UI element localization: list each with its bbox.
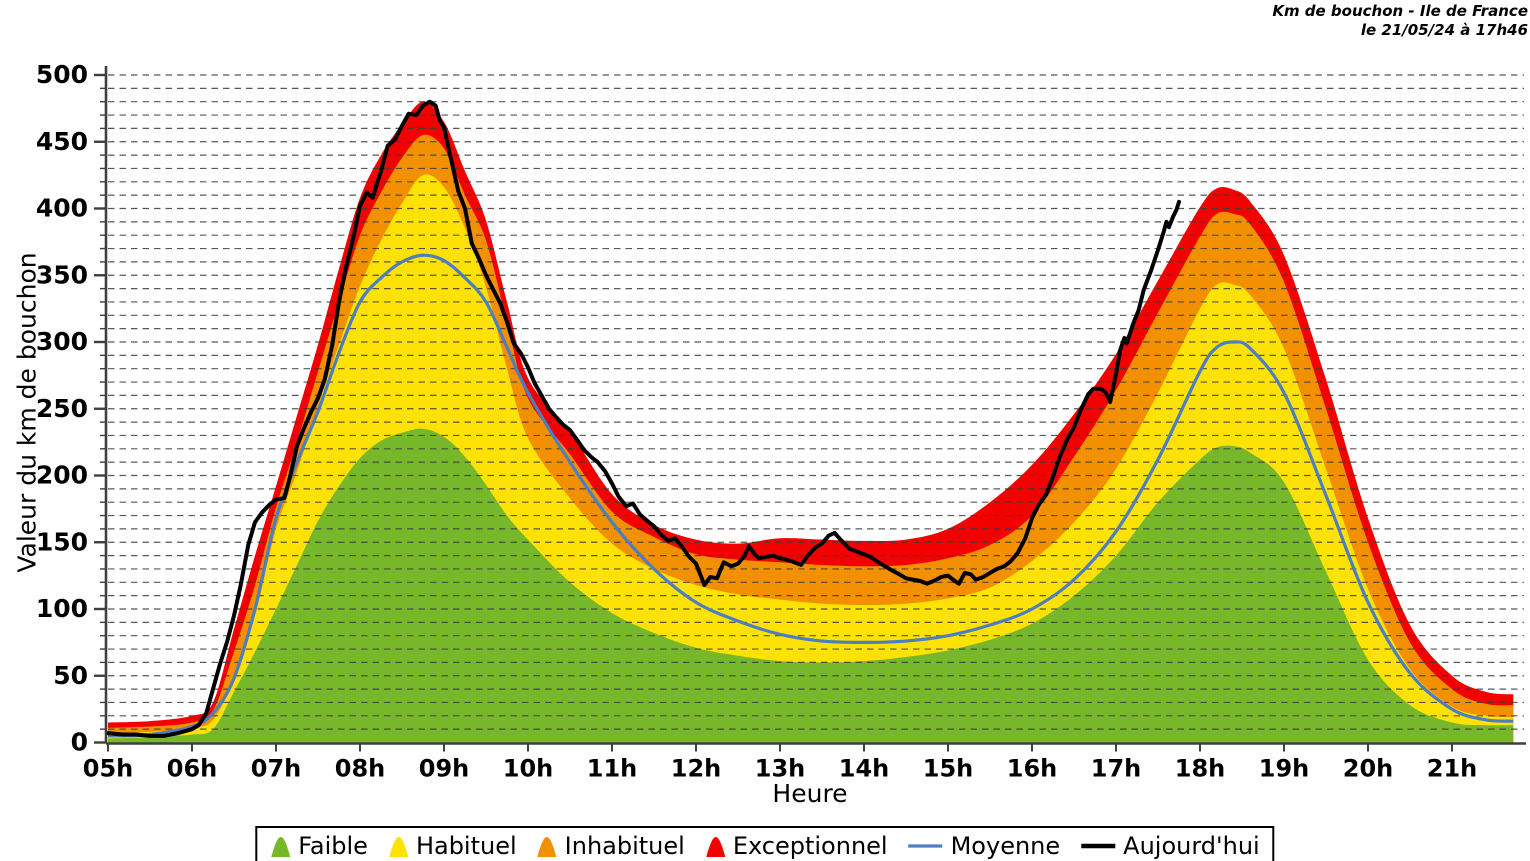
svg-text:16h: 16h [1007,755,1057,783]
svg-text:06h: 06h [167,755,217,783]
legend-label-aujourdhui: Aujourd'hui [1123,831,1260,860]
svg-text:400: 400 [36,194,88,223]
exceptionnel-band-icon [705,834,726,858]
legend-label-inhabituel: Inhabituel [564,831,685,860]
svg-text:07h: 07h [251,755,301,783]
svg-text:500: 500 [36,60,88,89]
axes [104,66,1526,745]
aujourdhui-line [106,99,1181,738]
svg-text:250: 250 [36,394,88,423]
svg-text:18h: 18h [1175,755,1225,783]
x-axis-ticks: 05h 06h 07h 08h 09h 10h 11h 12h 13h 14h 15h 16h 17h 1… [83,743,1477,783]
chart-title-line2: le 21/05/24 à 17h46 [1360,21,1528,39]
svg-text:300: 300 [36,327,88,356]
svg-text:10h: 10h [503,755,553,783]
svg-text:14h: 14h [839,755,889,783]
chart-legend: Faible Habituel Inhabituel Exceptionnel … [255,826,1275,861]
svg-text:11h: 11h [587,755,637,783]
svg-text:09h: 09h [419,755,469,783]
svg-text:20h: 20h [1343,755,1393,783]
svg-text:150: 150 [36,527,88,556]
legend-item-faible: Faible [270,832,368,860]
svg-text:21h: 21h [1427,755,1477,783]
svg-text:19h: 19h [1259,755,1309,783]
svg-text:50: 50 [53,661,88,690]
svg-text:0: 0 [71,728,88,757]
x-axis-title: Heure [772,779,848,808]
y-axis-ticks: 0 50 100 150 200 250 300 350 400 450 500 [36,60,106,757]
svg-text:350: 350 [36,260,88,289]
svg-text:13h: 13h [755,755,805,783]
legend-label-moyenne: Moyenne [950,831,1061,860]
svg-text:450: 450 [36,127,88,156]
legend-item-exceptionnel: Exceptionnel [705,832,888,860]
faible-band-icon [270,834,291,858]
svg-text:15h: 15h [923,755,973,783]
legend-item-moyenne: Moyenne [908,831,1061,860]
moyenne-line-icon [908,834,944,858]
svg-text:08h: 08h [335,755,385,783]
inhabituel-band-icon [537,834,558,858]
habituel-band-icon [388,834,409,858]
chart-title-line1: Km de bouchon - Ile de France [1272,2,1528,20]
svg-text:17h: 17h [1091,755,1141,783]
legend-item-inhabituel: Inhabituel [537,832,685,860]
chart-title: Km de bouchon - Ile de France le 21/05/2… [1272,2,1528,40]
gridlines [108,74,1524,730]
legend-label-faible: Faible [298,831,368,860]
aujourdhui-line-icon [1080,834,1116,858]
svg-text:200: 200 [36,461,88,490]
legend-label-habituel: Habituel [415,831,517,860]
legend-label-exceptionnel: Exceptionnel [732,831,888,860]
moyenne-line [107,253,1514,738]
svg-text:100: 100 [36,594,88,623]
band-faible [108,428,1514,743]
legend-item-aujourdhui: Aujourd'hui [1080,832,1260,860]
svg-text:05h: 05h [83,755,133,783]
svg-text:12h: 12h [671,755,721,783]
legend-item-habituel: Habituel [388,832,517,860]
